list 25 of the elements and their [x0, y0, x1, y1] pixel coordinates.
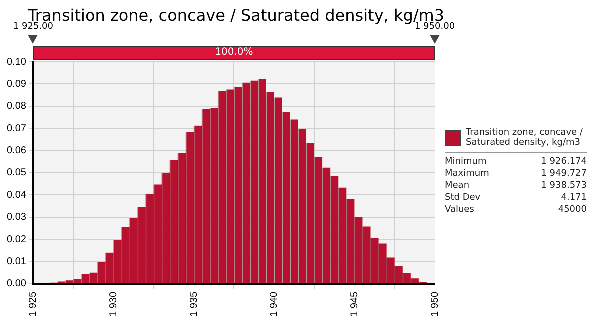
legend-label: Transition zone, concave / Saturated density, kg/m3 — [466, 128, 584, 148]
x-tick-label: 1 935 — [188, 292, 200, 318]
y-tick-label: 0.05 — [6, 168, 27, 179]
y-tick-label: 0.06 — [6, 146, 27, 157]
y-tick-label: 0.02 — [6, 234, 27, 246]
x-tick-label: 1 945 — [349, 292, 360, 318]
x-tick-label: 1 930 — [108, 292, 120, 318]
y-tick-label: 0.10 — [6, 56, 27, 68]
x-tick-label: 1 940 — [269, 292, 280, 318]
text: Mean 1 938.573 — [445, 181, 587, 191]
text: Std Dev 4.171 — [445, 193, 587, 203]
text: Minimum 1 926.174 — [445, 157, 587, 167]
text: 1 950.00 — [414, 22, 456, 32]
y-tick-label: 0.01 — [6, 256, 27, 268]
text: Maximum 1 949.727 — [445, 169, 587, 179]
y-tick-label: 0.04 — [6, 190, 27, 201]
x-tick-label: 1 925 — [28, 292, 40, 318]
y-tick-label: 0.00 — [6, 278, 27, 290]
y-tick-label: 0.09 — [6, 78, 27, 90]
x-tick-label: 1 950 — [430, 292, 441, 318]
range-slider: 100.0% — [33, 46, 435, 60]
y-tick-label: 0.03 — [6, 212, 27, 224]
y-tick-label: 0.08 — [6, 101, 27, 112]
y-tick-label: 0.07 — [6, 123, 27, 134]
text: Values 45000 — [445, 205, 587, 215]
